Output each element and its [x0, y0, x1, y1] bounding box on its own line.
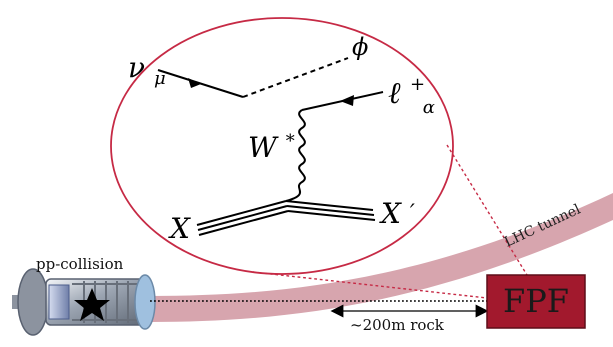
- fpf-box: [486, 274, 586, 329]
- zoom-connector-lower: [252, 271, 488, 299]
- w-boson-superscript: *: [286, 131, 295, 152]
- feynman-labels: ν μ ϕ ℓ + α W * X X ′: [128, 33, 435, 245]
- x-outgoing-line-3: [287, 210, 376, 221]
- neutrino-subscript: μ: [154, 68, 166, 89]
- x-out-symbol: X: [379, 197, 402, 230]
- detector-blue-core: [48, 284, 70, 320]
- feynman-diagram: [157, 57, 384, 236]
- pp-collision-label: pp-collision: [36, 255, 124, 273]
- x-incoming-lines: [196, 200, 289, 236]
- x-in-label: X: [168, 212, 191, 245]
- x-outgoing-line-1: [285, 200, 374, 211]
- w-boson-propagator: [285, 109, 306, 202]
- scalar-label: ϕ: [352, 33, 368, 61]
- lepton-symbol: ℓ: [388, 76, 401, 111]
- outgoing-lepton-arrow: [340, 95, 354, 106]
- lhc-tunnel-band: [150, 193, 613, 322]
- x-incoming-line-2: [197, 205, 288, 231]
- beamline-markers: ~200m rock: [150, 300, 489, 334]
- x-outgoing-line-2: [286, 205, 375, 216]
- x-out-prime: ′: [410, 201, 415, 226]
- detector-left-ring: [17, 268, 49, 336]
- w-boson-symbol: W: [248, 131, 279, 164]
- lhc-detector: pp-collision: [12, 255, 156, 336]
- fpf-label: FPF: [503, 282, 569, 320]
- scalar-dashed-line: [242, 57, 349, 98]
- detector-right-cap: [134, 274, 156, 330]
- x-incoming-line-1: [196, 200, 287, 226]
- incoming-neutrino-arrow: [188, 78, 201, 88]
- zoom-ellipse: [110, 17, 454, 275]
- zoom-connectors: [252, 144, 528, 299]
- neutrino-symbol: ν: [128, 51, 145, 84]
- lepton-label: ℓ + α: [388, 63, 435, 118]
- lepton-subscript: α: [423, 97, 435, 118]
- collision-star-icon: [74, 288, 110, 321]
- incoming-neutrino-line: [157, 69, 244, 98]
- neutrino-label: ν μ: [128, 51, 166, 89]
- x-out-label: X ′: [379, 197, 415, 230]
- x-outgoing-lines: [285, 200, 376, 221]
- x-incoming-line-3: [198, 210, 289, 236]
- w-boson-label: W *: [248, 131, 295, 164]
- distance-label: ~200m rock: [350, 316, 445, 334]
- fpf-detector: FPF: [486, 274, 586, 329]
- lepton-superscript: +: [410, 74, 425, 95]
